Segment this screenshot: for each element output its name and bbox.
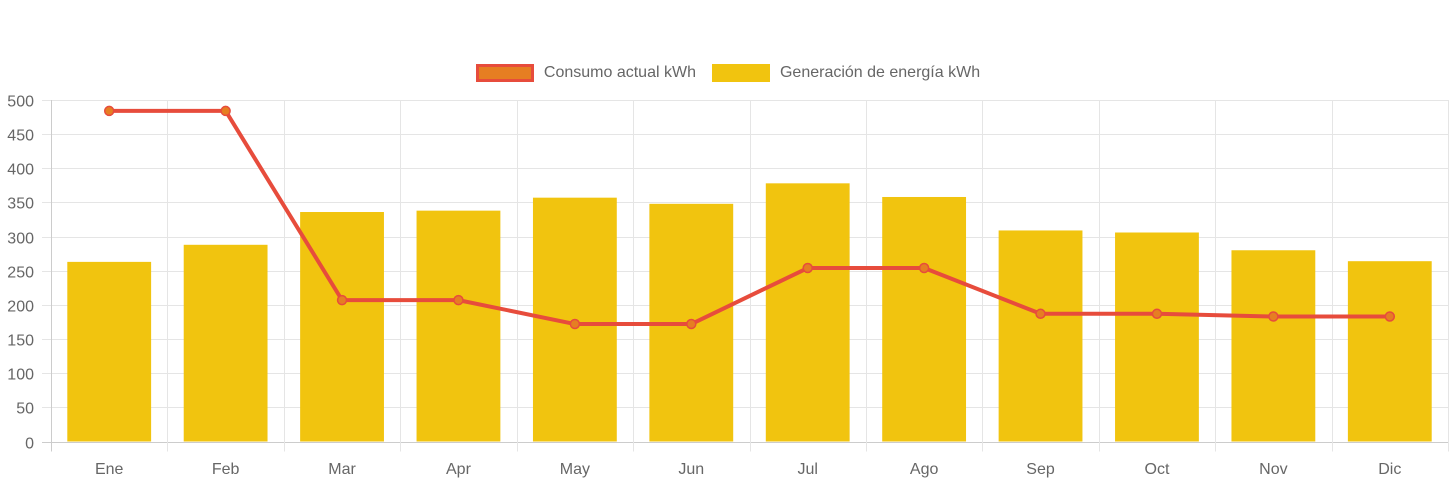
bar-mar	[300, 212, 384, 442]
x-tick-label: Ago	[910, 461, 939, 478]
y-tick-label: 50	[16, 401, 34, 418]
bar-feb	[183, 244, 268, 442]
x-tick-label: Oct	[1145, 461, 1170, 478]
bar-nov	[1231, 250, 1316, 442]
bar-jul	[765, 183, 850, 442]
bar-series	[67, 183, 1432, 442]
bar-dic	[1347, 261, 1432, 442]
x-tick-label: May	[560, 461, 590, 478]
x-tick-label: Dic	[1378, 461, 1401, 478]
chart-legend: Consumo actual kWh Generación de energía…	[0, 64, 1456, 82]
x-tick-label: Mar	[328, 461, 356, 478]
y-tick-label: 350	[7, 196, 34, 213]
y-tick-label: 500	[7, 94, 34, 111]
point-oct	[1151, 308, 1163, 320]
x-tick-label: Nov	[1259, 461, 1287, 478]
point-nov	[1268, 311, 1279, 322]
bar-ene	[67, 261, 152, 442]
y-tick-label: 100	[7, 367, 34, 384]
x-axis-ticks: Ene Feb Mar Apr May Jun Jul Ago Sep Oct Nov Dic	[95, 461, 1401, 478]
point-jul	[802, 262, 813, 274]
point-may	[569, 318, 581, 330]
bar-oct	[1115, 232, 1199, 442]
bar-ago	[882, 196, 967, 442]
y-tick-label: 400	[7, 162, 34, 179]
point-feb	[220, 105, 231, 117]
legend-swatch-consumo	[475, 64, 534, 82]
consumo-line	[109, 108, 1390, 327]
legend-item-generacion[interactable]: Generación de energía kWh	[711, 64, 981, 82]
y-tick-label: 200	[7, 299, 34, 316]
x-tick-label: Ene	[95, 461, 124, 478]
line-series	[103, 105, 1396, 330]
x-tick-label: Jul	[797, 461, 817, 478]
legend-label-generacion: Generación de energía kWh	[779, 64, 981, 81]
x-tick-label: Apr	[446, 461, 472, 478]
bar-apr	[416, 210, 501, 442]
x-tick-label: Jun	[678, 461, 704, 478]
y-axis-ticks: 0 50 100 150 200 250 300 350 400 450 500	[7, 94, 34, 453]
y-tick-label: 450	[7, 128, 34, 145]
point-ago	[918, 262, 930, 274]
point-ene	[103, 105, 115, 117]
y-tick-label: 250	[7, 265, 34, 282]
point-jun	[686, 318, 697, 330]
y-tick-label: 0	[25, 436, 34, 453]
x-tick-label: Sep	[1026, 461, 1055, 478]
bar-sep	[998, 230, 1083, 442]
x-tick-label: Feb	[212, 461, 240, 478]
y-tick-label: 150	[7, 333, 34, 350]
point-dic	[1384, 311, 1396, 322]
point-apr	[453, 294, 464, 306]
point-mar	[336, 294, 348, 306]
grid-lines	[42, 100, 1449, 452]
legend-label-consumo: Consumo actual kWh	[543, 64, 696, 81]
legend-item-consumo[interactable]: Consumo actual kWh	[475, 64, 696, 82]
point-sep	[1035, 308, 1046, 320]
y-tick-label: 300	[7, 231, 34, 248]
legend-swatch-generacion	[711, 64, 770, 82]
